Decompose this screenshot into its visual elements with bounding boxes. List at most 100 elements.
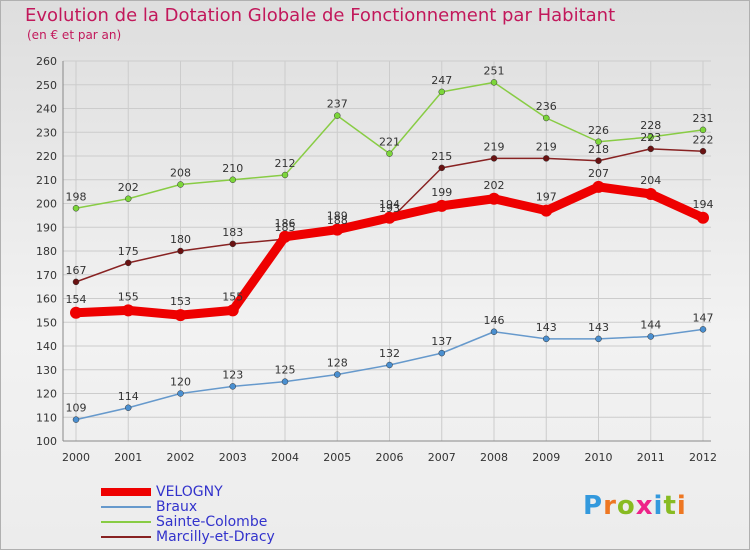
- data-point: [122, 304, 135, 317]
- data-point: [490, 79, 498, 86]
- data-label: 189: [327, 210, 348, 223]
- x-tick-label: 2000: [62, 451, 90, 464]
- data-point: [644, 188, 657, 200]
- data-label: 198: [66, 190, 87, 203]
- data-label: 193: [379, 202, 400, 215]
- data-label: 231: [693, 112, 714, 125]
- legend-swatch: [101, 536, 151, 538]
- data-point: [595, 335, 602, 343]
- x-tick-label: 2011: [637, 451, 665, 464]
- data-label: 251: [484, 64, 505, 77]
- data-point: [72, 205, 80, 212]
- data-label: 202: [484, 179, 505, 192]
- data-label: 247: [431, 74, 452, 87]
- data-label: 128: [327, 357, 348, 370]
- data-label: 137: [431, 335, 452, 348]
- data-point: [490, 155, 498, 162]
- data-label: 183: [222, 226, 243, 239]
- data-labels: 154 155 153 1551861891941992021972072041941…: [66, 64, 714, 414]
- data-point: [488, 192, 500, 205]
- data-point: [595, 157, 602, 164]
- data-point: [383, 211, 396, 224]
- data-point: [543, 114, 550, 122]
- y-tick-label: 160: [36, 293, 57, 306]
- data-label: 186: [275, 217, 296, 230]
- data-point: [699, 148, 707, 155]
- data-label: 143: [536, 321, 557, 334]
- legend-swatch: [101, 521, 151, 523]
- data-label: 207: [588, 167, 609, 180]
- data-label: 222: [693, 133, 714, 146]
- y-tick-label: 230: [36, 126, 57, 139]
- data-label: 154: [66, 293, 87, 306]
- data-label: 228: [640, 119, 661, 132]
- proxiti-logo: Proxiti: [583, 491, 687, 521]
- data-point: [174, 309, 187, 322]
- data-point: [281, 171, 289, 179]
- chart-title: Evolution de la Dotation Globale de Fonc…: [25, 5, 616, 26]
- data-label: 143: [588, 321, 609, 334]
- data-point: [647, 133, 654, 141]
- x-tick-label: 2002: [167, 451, 195, 464]
- legend-swatch: [101, 488, 151, 496]
- y-tick-label: 110: [36, 411, 57, 424]
- data-label: 212: [275, 157, 296, 170]
- data-label: 194: [379, 198, 400, 211]
- legend-label: Sainte-Colombe: [156, 514, 268, 530]
- x-tick-label: 2009: [532, 451, 560, 464]
- data-label: 223: [640, 131, 661, 144]
- data-point: [72, 278, 80, 286]
- y-tick-label: 210: [36, 174, 57, 187]
- data-label: 188: [327, 214, 348, 227]
- y-tick-label: 180: [36, 245, 57, 258]
- data-point: [435, 199, 448, 212]
- data-point: [229, 383, 236, 390]
- data-label: 194: [693, 198, 714, 211]
- data-label: 199: [431, 186, 452, 199]
- y-tick-label: 100: [36, 435, 57, 448]
- y-tick-label: 220: [36, 150, 57, 163]
- data-point: [226, 304, 239, 317]
- data-label: 153: [170, 295, 191, 308]
- data-label: 219: [484, 140, 505, 153]
- data-point: [229, 176, 236, 183]
- y-tick-label: 260: [36, 55, 57, 68]
- y-tick-label: 120: [36, 388, 57, 401]
- data-label: 197: [536, 191, 557, 204]
- data-point: [177, 247, 184, 255]
- data-label: 236: [536, 100, 557, 113]
- data-label: 175: [118, 245, 139, 258]
- data-point: [697, 211, 709, 224]
- data-point: [595, 138, 602, 145]
- data-label: 146: [484, 314, 505, 327]
- data-label: 123: [222, 368, 243, 381]
- data-point: [540, 204, 553, 217]
- data-point: [331, 223, 344, 236]
- y-tick-label: 250: [36, 79, 57, 92]
- data-point: [281, 378, 289, 385]
- data-label: 144: [640, 319, 661, 332]
- data-point: [125, 195, 132, 202]
- y-tick-label: 200: [36, 198, 57, 211]
- data-point: [386, 361, 393, 369]
- axes: 100 110 120 130 140 150 160 170 180 190 200 210 220 2…: [36, 55, 717, 464]
- data-point: [438, 164, 445, 172]
- data-label: 208: [170, 167, 191, 180]
- data-point: [386, 150, 393, 157]
- data-point: [334, 371, 341, 378]
- data-label: 109: [66, 402, 87, 415]
- x-tick-label: 2006: [376, 451, 404, 464]
- data-label: 147: [693, 311, 714, 324]
- data-point: [177, 390, 184, 397]
- data-label: 202: [118, 181, 139, 194]
- data-label: 219: [536, 140, 557, 153]
- x-tick-label: 2001: [114, 451, 142, 464]
- data-point: [70, 306, 82, 319]
- chart-subtitle: (en € et par an): [27, 28, 122, 42]
- y-tick-label: 140: [36, 340, 57, 353]
- data-point: [647, 145, 654, 153]
- data-point: [543, 335, 550, 343]
- data-point: [647, 333, 654, 340]
- data-label: 210: [222, 162, 243, 175]
